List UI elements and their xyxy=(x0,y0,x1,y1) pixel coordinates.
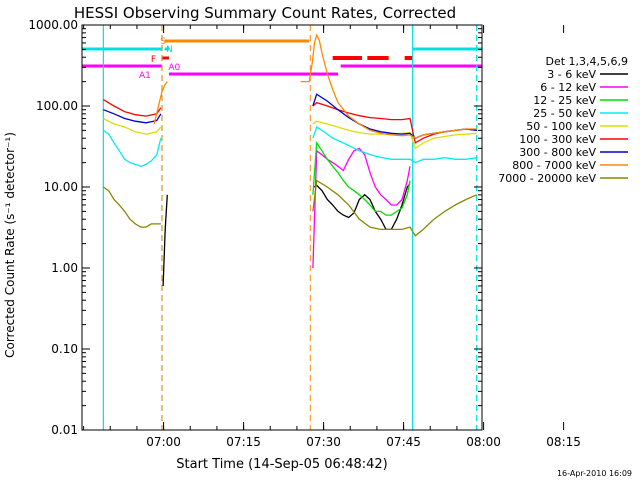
legend-entry-label: 7000 - 20000 keV xyxy=(498,172,596,185)
series-line-3 xyxy=(102,126,477,167)
flag-bars xyxy=(82,39,482,76)
flag-label-S: S xyxy=(160,37,166,47)
flag-label-A0: A0 xyxy=(168,63,180,73)
x-tick-label: 07:30 xyxy=(306,435,341,449)
x-tick-label: 07:15 xyxy=(226,435,261,449)
series-line-0 xyxy=(162,183,411,287)
y-axis-label: Corrected Count Rate (s⁻¹ detector⁻¹) xyxy=(3,132,17,358)
legend-entry-label: 800 - 7000 keV xyxy=(512,159,596,172)
flag-label-F: F xyxy=(151,55,156,65)
legend-entry-label: 6 - 12 keV xyxy=(540,81,596,94)
x-tick-label: 07:45 xyxy=(386,435,421,449)
y-tick-label: 10.00 xyxy=(44,180,78,194)
legend-entry-label: 50 - 100 keV xyxy=(526,120,596,133)
legend-entry-label: 100 - 300 keV xyxy=(519,133,596,146)
y-tick-label: 1000.00 xyxy=(28,18,78,32)
x-axis-label: Start Time (14-Sep-05 06:48:42) xyxy=(176,457,387,472)
series-line-2 xyxy=(312,140,411,216)
legend-title: Det 1,3,4,5,6,9 xyxy=(545,55,628,68)
legend-entry-label: 25 - 50 keV xyxy=(533,107,596,120)
series-group xyxy=(102,33,477,287)
y-tick-label: 100.00 xyxy=(36,99,78,113)
flag-labels: SF A0 A1 N xyxy=(139,37,180,81)
x-tick-label: 07:00 xyxy=(146,435,181,449)
x-tick-label: 08:15 xyxy=(546,435,581,449)
legend-entry-label: 12 - 25 keV xyxy=(533,94,596,107)
axes: 0.01 0.10 1.00 10.00 100.00 1000.00 07:00 07:15… xyxy=(28,18,581,449)
night-saa-lines xyxy=(102,25,478,430)
y-tick-label: 1.00 xyxy=(51,261,78,275)
chart-title: HESSI Observing Summary Count Rates, Cor… xyxy=(74,4,456,22)
x-tick-label: 08:00 xyxy=(466,435,501,449)
flag-label-N: N xyxy=(166,45,173,55)
flag-label-A1: A1 xyxy=(139,71,151,81)
legend-entry-label: 300 - 800 keV xyxy=(519,146,596,159)
series-line-1 xyxy=(312,147,411,269)
series-line-8 xyxy=(102,179,477,237)
footer-timestamp: 16-Apr-2010 16:09 xyxy=(557,469,632,478)
plot-frame xyxy=(81,24,483,431)
series-line-7 xyxy=(153,33,477,139)
y-tick-label: 0.10 xyxy=(51,342,78,356)
y-tick-label: 0.01 xyxy=(51,423,78,437)
legend-entry-label: 3 - 6 keV xyxy=(547,68,596,81)
